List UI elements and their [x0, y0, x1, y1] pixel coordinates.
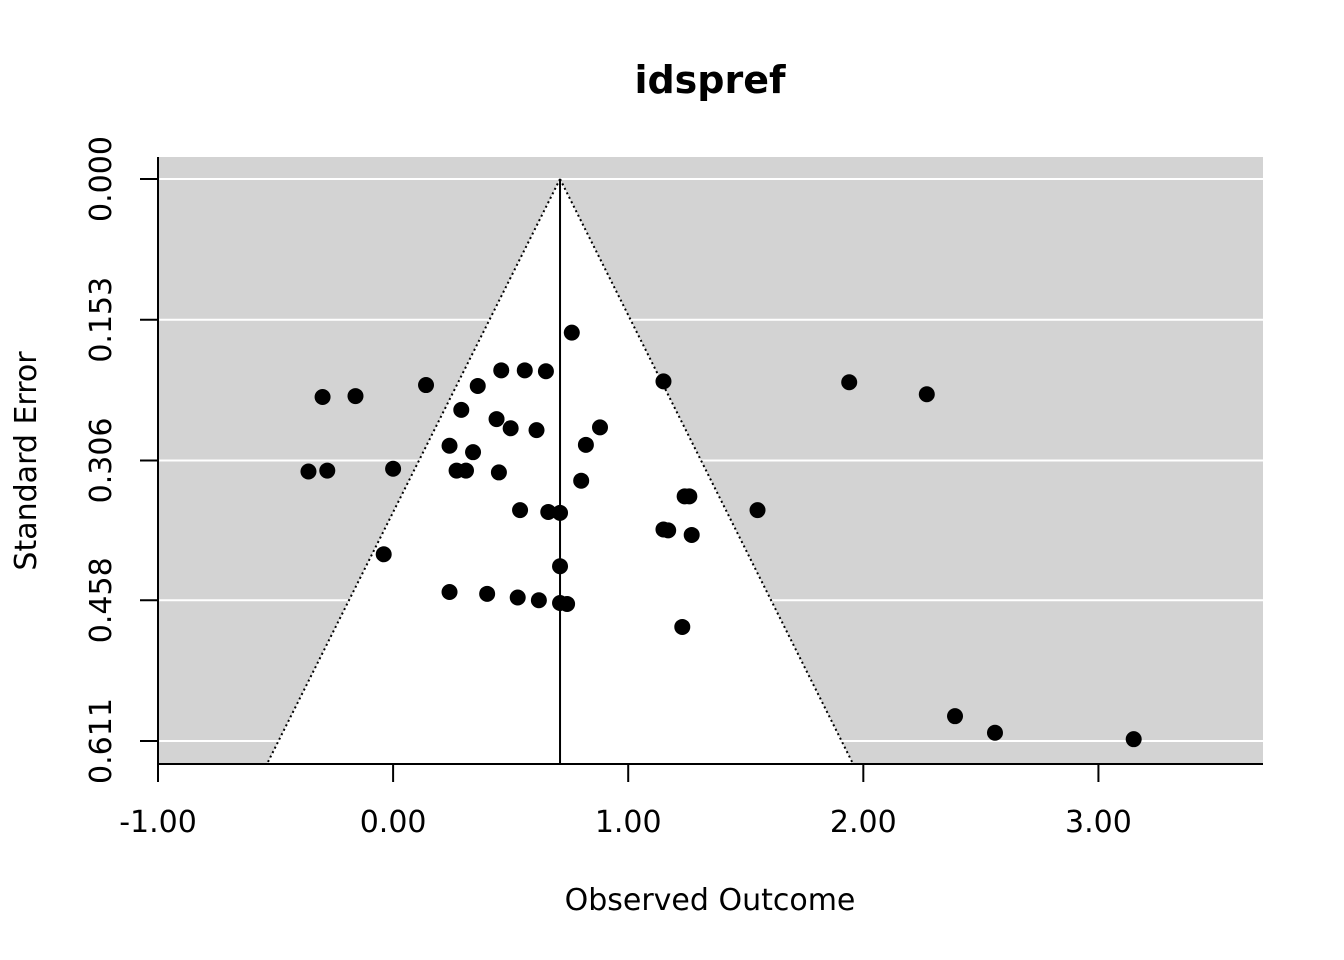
data-point: [418, 377, 435, 394]
data-point: [918, 386, 935, 403]
data-point: [947, 708, 964, 725]
data-point: [559, 595, 576, 612]
data-point: [540, 503, 557, 520]
funnel-right-boundary: [559, 178, 854, 764]
data-point: [441, 583, 458, 600]
data-point: [528, 422, 545, 439]
data-point: [592, 419, 608, 436]
data-point: [502, 420, 519, 437]
plot-clipped-group: [158, 178, 1263, 764]
y-tick-label: 0.306: [84, 418, 119, 504]
data-point: [660, 522, 677, 539]
data-point: [375, 546, 392, 563]
x-tick-label: -1.00: [119, 805, 197, 840]
data-point: [573, 472, 590, 489]
data-point: [319, 462, 336, 479]
data-point: [300, 463, 317, 480]
x-tick-label: 0.00: [360, 805, 427, 840]
data-point: [457, 462, 474, 479]
data-point: [385, 460, 402, 477]
data-point: [479, 585, 496, 602]
x-tick-label: 2.00: [830, 805, 897, 840]
y-tick-label: 0.458: [84, 557, 119, 643]
x-axis-label: Observed Outcome: [565, 883, 856, 918]
x-tick-label: 1.00: [595, 805, 662, 840]
data-point: [552, 558, 569, 575]
data-point: [841, 374, 858, 391]
plot-area: [158, 157, 1263, 764]
data-point: [469, 377, 486, 394]
data-point: [512, 502, 529, 519]
data-point: [453, 401, 470, 418]
funnel-left-boundary: [266, 178, 561, 764]
data-point: [683, 526, 700, 543]
y-tick-label: 0.611: [84, 698, 119, 784]
data-point: [577, 436, 594, 453]
data-point: [441, 437, 458, 454]
data-point: [509, 589, 526, 606]
data-point: [314, 388, 331, 405]
data-point: [655, 373, 672, 390]
data-point: [516, 362, 533, 379]
data-point: [1125, 731, 1142, 748]
data-point: [490, 464, 507, 481]
data-point: [674, 618, 691, 635]
x-tick-label: 3.00: [1065, 805, 1132, 840]
data-point: [493, 362, 510, 379]
data-point: [530, 592, 547, 609]
y-tick-label: 0.000: [84, 136, 119, 222]
y-axis-label: Standard Error: [9, 351, 44, 571]
data-point: [488, 411, 505, 428]
y-tick-label: 0.153: [84, 277, 119, 363]
chart-title: idspref: [634, 58, 786, 102]
data-point: [749, 502, 766, 519]
data-point: [347, 388, 364, 405]
axes: -1.00 0.00 1.00 2.00 3.00 0.000 0.153 0.306 0.45…: [84, 136, 1263, 840]
data-point: [563, 324, 580, 341]
data-point: [986, 724, 1003, 741]
data-point: [465, 444, 482, 461]
data-point: [537, 363, 554, 380]
data-point: [681, 488, 698, 505]
data-point: [552, 504, 569, 521]
